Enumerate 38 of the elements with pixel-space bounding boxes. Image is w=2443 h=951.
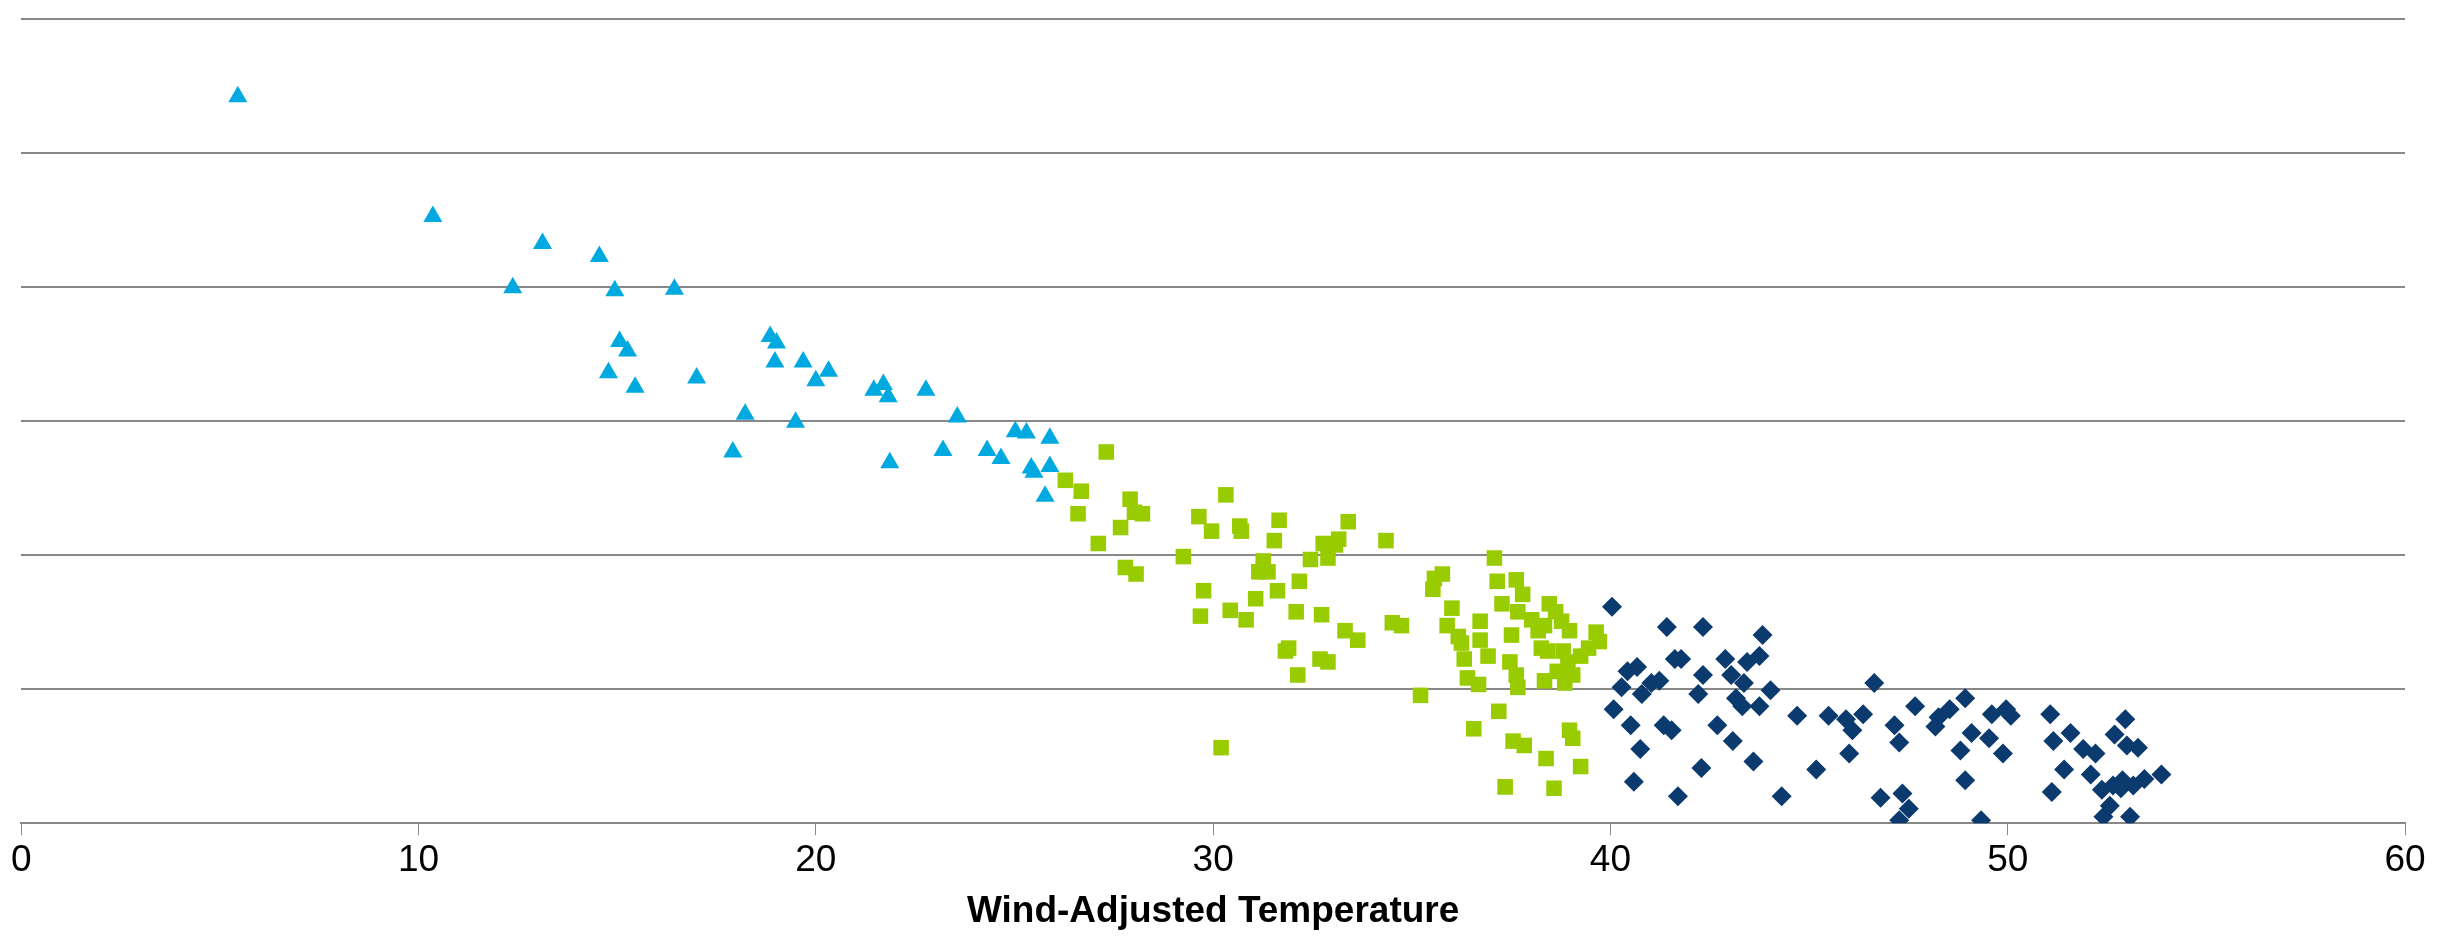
- point: [1035, 485, 1055, 502]
- point: [598, 361, 618, 379]
- point: [423, 205, 443, 223]
- point: [735, 403, 755, 420]
- x-tick-label: 10: [398, 837, 440, 879]
- point: [605, 279, 625, 297]
- x-tick-label: 0: [11, 837, 32, 879]
- x-tick-label: 50: [1987, 837, 2029, 879]
- point: [933, 439, 953, 457]
- point: [819, 360, 839, 377]
- point: [533, 232, 553, 249]
- point: [503, 276, 523, 294]
- point: [806, 369, 826, 387]
- point: [793, 350, 813, 368]
- x-tick-label: 20: [795, 837, 837, 879]
- point: [625, 376, 645, 393]
- point: [1016, 422, 1036, 439]
- point: [916, 379, 936, 396]
- point: [991, 447, 1011, 465]
- point: [1040, 427, 1060, 444]
- point: [1040, 455, 1060, 472]
- point: [765, 350, 785, 368]
- point: [723, 440, 743, 458]
- point: [947, 406, 967, 423]
- point: [977, 439, 997, 457]
- point: [618, 340, 638, 357]
- point: [880, 451, 900, 469]
- point: [687, 366, 707, 384]
- x-axis-title: Wind-Adjusted Temperature: [966, 889, 1460, 930]
- x-tick-label: 30: [1192, 837, 1234, 879]
- point: [589, 245, 609, 263]
- point: [228, 85, 248, 103]
- point: [786, 411, 806, 428]
- x-tick-label: 60: [2384, 837, 2426, 879]
- point: [664, 278, 684, 295]
- x-tick-label: 40: [1589, 837, 1632, 879]
- point: [767, 332, 787, 349]
- point: [1021, 456, 1041, 474]
